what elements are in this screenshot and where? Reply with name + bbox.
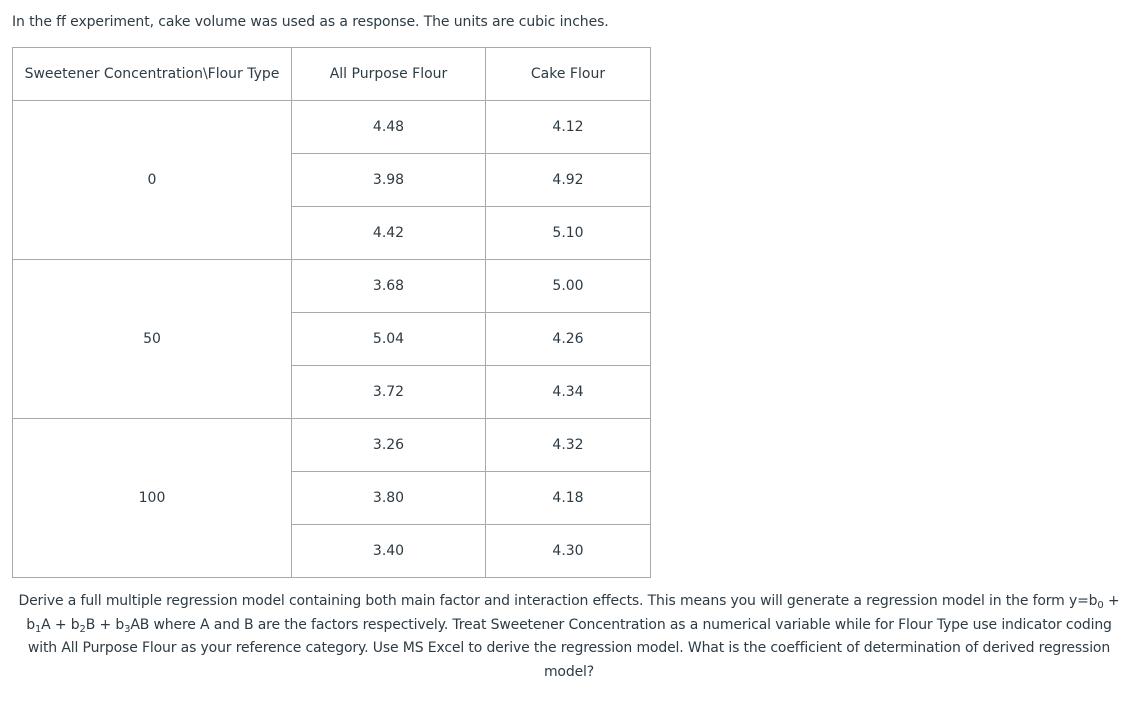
subscript-1: 1 — [34, 623, 42, 635]
cake-value: 4.18 — [485, 471, 651, 525]
question-part-5: AB where A and B are the factors respect… — [27, 616, 1112, 680]
all-purpose-value: 3.72 — [291, 365, 486, 419]
all-purpose-value: 3.68 — [291, 259, 486, 313]
cake-value: 4.34 — [485, 365, 651, 419]
concentration-cell: 100 — [12, 418, 292, 578]
all-purpose-value: 3.40 — [291, 524, 486, 578]
table-row: 3.98 4.92 — [13, 153, 651, 207]
all-purpose-value: 5.04 — [291, 312, 486, 366]
cake-value: 4.12 — [485, 100, 651, 154]
question-part-3: A + b — [41, 616, 80, 633]
intro-text: In the ff experiment, cake volume was us… — [12, 14, 609, 30]
cake-value: 5.00 — [485, 259, 651, 313]
header-cake-flour: Cake Flour — [485, 47, 651, 101]
all-purpose-value: 3.26 — [291, 418, 486, 472]
cake-value: 4.30 — [485, 524, 651, 578]
question-text: Derive a full multiple regression model … — [12, 590, 1126, 684]
question-part-1: Derive a full multiple regression model … — [18, 593, 1098, 609]
cake-value: 5.10 — [485, 206, 651, 260]
table-row: 3.80 4.18 — [13, 471, 651, 525]
data-table: Sweetener Concentration\Flour Type All P… — [12, 47, 651, 578]
all-purpose-value: 4.48 — [291, 100, 486, 154]
cake-value: 4.92 — [485, 153, 651, 207]
question-part-4: B + b — [85, 616, 125, 633]
header-all-purpose-flour: All Purpose Flour — [291, 47, 486, 101]
subscript-2: 2 — [79, 623, 86, 635]
concentration-cell: 50 — [12, 259, 292, 419]
table-header-row: Sweetener Concentration\Flour Type All P… — [12, 47, 651, 101]
question-part-2: + b — [26, 593, 1120, 633]
all-purpose-value: 3.98 — [291, 153, 486, 207]
cake-value: 4.26 — [485, 312, 651, 366]
cake-value: 4.32 — [485, 418, 651, 472]
table-row: 0 4.48 4.12 — [12, 100, 651, 260]
header-sweetener-flour: Sweetener Concentration\Flour Type — [12, 47, 292, 101]
table-row: 4.42 5.10 — [13, 206, 651, 260]
all-purpose-value: 4.42 — [291, 206, 486, 260]
table-row: 5.04 4.26 — [13, 312, 651, 366]
table-row: 50 3.68 5.00 — [12, 259, 651, 419]
table-row: 3.72 4.34 — [13, 365, 651, 419]
concentration-cell: 0 — [12, 100, 292, 260]
subscript-0: 0 — [1097, 600, 1104, 611]
subscript-3: 3 — [124, 623, 131, 635]
table-row: 100 3.26 4.32 — [12, 418, 651, 578]
table-row: 3.40 4.30 — [13, 524, 651, 578]
all-purpose-value: 3.80 — [291, 471, 486, 525]
